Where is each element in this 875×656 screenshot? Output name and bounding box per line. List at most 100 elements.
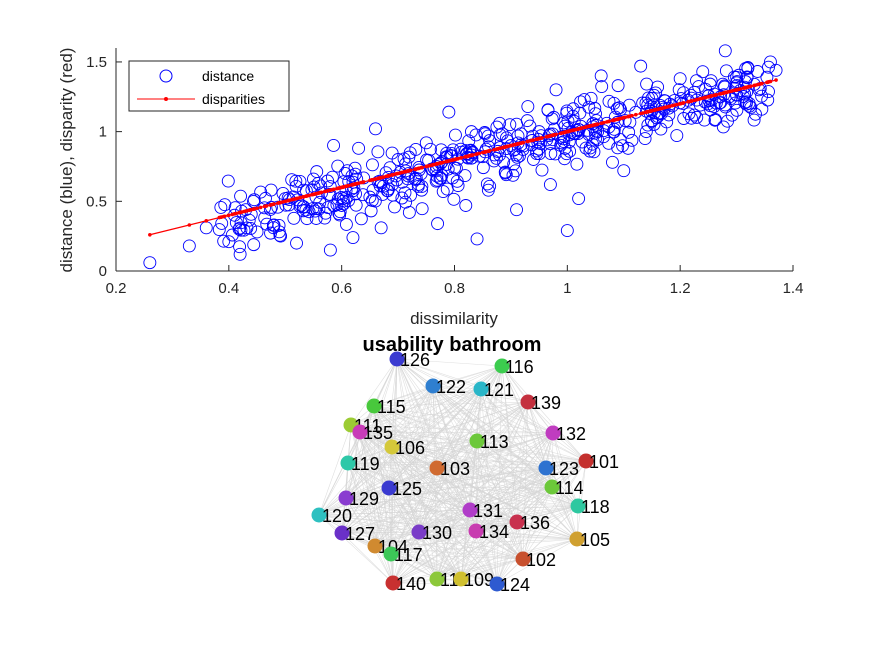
graph-edge — [432, 385, 554, 434]
disparity-point — [361, 180, 366, 184]
graph-edge — [436, 467, 462, 580]
distance-point — [312, 202, 326, 216]
graph-edge — [418, 531, 524, 560]
disparity-point — [681, 101, 686, 105]
distance-point — [548, 147, 562, 161]
distance-point — [478, 127, 492, 141]
graph-node-label: 125 — [392, 479, 422, 499]
graph-edge — [350, 358, 398, 426]
graph-edge — [396, 358, 529, 403]
distance-point — [594, 69, 608, 83]
distance-point — [687, 85, 701, 99]
graph-edge — [359, 431, 547, 469]
graph-edge — [496, 486, 553, 585]
graph-edge — [374, 401, 529, 547]
legend-distance-marker — [159, 69, 173, 83]
graph-edge — [347, 462, 438, 469]
disparity-point — [595, 122, 600, 126]
graph-edge — [522, 467, 547, 560]
distance-point — [247, 193, 261, 207]
graph-edge — [374, 446, 393, 547]
graph-edge — [527, 401, 579, 507]
graph-edge — [396, 358, 587, 462]
disparity-point — [204, 219, 209, 223]
graph-edge — [341, 521, 518, 534]
graph-edges — [318, 358, 587, 585]
distance-point — [672, 83, 686, 97]
graph-edge — [374, 538, 578, 547]
distance-point — [293, 174, 307, 188]
graph-edge — [577, 460, 587, 507]
graph-edge — [347, 462, 376, 547]
graph-edge — [347, 462, 390, 489]
y-axis-label: distance (blue), disparity (red) — [57, 48, 76, 273]
distance-point — [544, 147, 558, 161]
graph-edge — [392, 530, 477, 584]
distance-point — [622, 125, 636, 139]
graph-edge — [396, 358, 482, 390]
distance-point — [259, 191, 272, 205]
distance-point — [493, 116, 507, 130]
graph-edge — [391, 446, 518, 523]
graph-node — [338, 490, 354, 506]
distance-point — [483, 134, 497, 147]
distance-point — [702, 94, 716, 108]
graph-edge — [392, 578, 462, 584]
disparity-point — [630, 113, 634, 118]
distance-point — [431, 217, 445, 231]
disparity-point — [531, 138, 536, 142]
distance-point — [287, 211, 301, 225]
disparity-point — [420, 165, 424, 170]
graph-edge — [345, 467, 547, 499]
graph-edge — [476, 440, 553, 488]
distance-point — [597, 124, 611, 138]
distance-point — [510, 150, 524, 164]
y-axis-ticks: 0 0.5 1 1.5 — [86, 54, 122, 280]
disparity-point — [768, 79, 773, 84]
distance-point — [247, 238, 261, 252]
distance-point — [649, 86, 663, 100]
distance-point — [244, 221, 258, 235]
graph-node — [545, 425, 561, 441]
graph-edge — [418, 531, 578, 540]
distance-point — [464, 125, 478, 139]
graph-node — [453, 571, 469, 587]
graph-edge — [345, 497, 578, 540]
distance-point — [606, 155, 619, 169]
graph-edge — [551, 432, 554, 488]
graph-node — [383, 546, 399, 562]
y-tick-label: 1.5 — [86, 54, 107, 71]
legend: distance disparities — [128, 60, 290, 112]
graph-edge — [341, 487, 390, 534]
graph-edge — [347, 462, 553, 488]
graph-edge — [388, 385, 434, 489]
graph-edge — [418, 521, 518, 533]
disparity-point — [714, 93, 719, 97]
distance-point — [398, 186, 412, 200]
y-tick-label: 0.5 — [86, 193, 107, 210]
distance-point — [588, 101, 602, 115]
distance-point — [221, 174, 235, 188]
disparity-point — [356, 181, 361, 185]
y-tick-label: 0 — [99, 263, 107, 280]
distance-point — [523, 119, 537, 133]
graph-edge — [345, 497, 462, 580]
graph-edge — [418, 467, 438, 533]
distance-point — [545, 112, 559, 126]
distance-point — [330, 198, 344, 212]
graph-edge — [347, 440, 478, 464]
distance-point — [436, 185, 450, 199]
distance-point — [611, 141, 625, 155]
distance-point — [570, 157, 584, 171]
distance-point — [306, 202, 320, 216]
disparity-point — [521, 140, 526, 145]
distance-point — [563, 128, 576, 142]
graph-edge — [341, 532, 394, 584]
graph-edge — [436, 509, 471, 580]
graph-node — [462, 502, 478, 518]
distance-point — [338, 166, 352, 180]
graph-node-label: 124 — [500, 575, 530, 595]
graph-edge — [347, 462, 420, 533]
disparity-point — [255, 206, 259, 211]
distance-point — [761, 93, 775, 107]
